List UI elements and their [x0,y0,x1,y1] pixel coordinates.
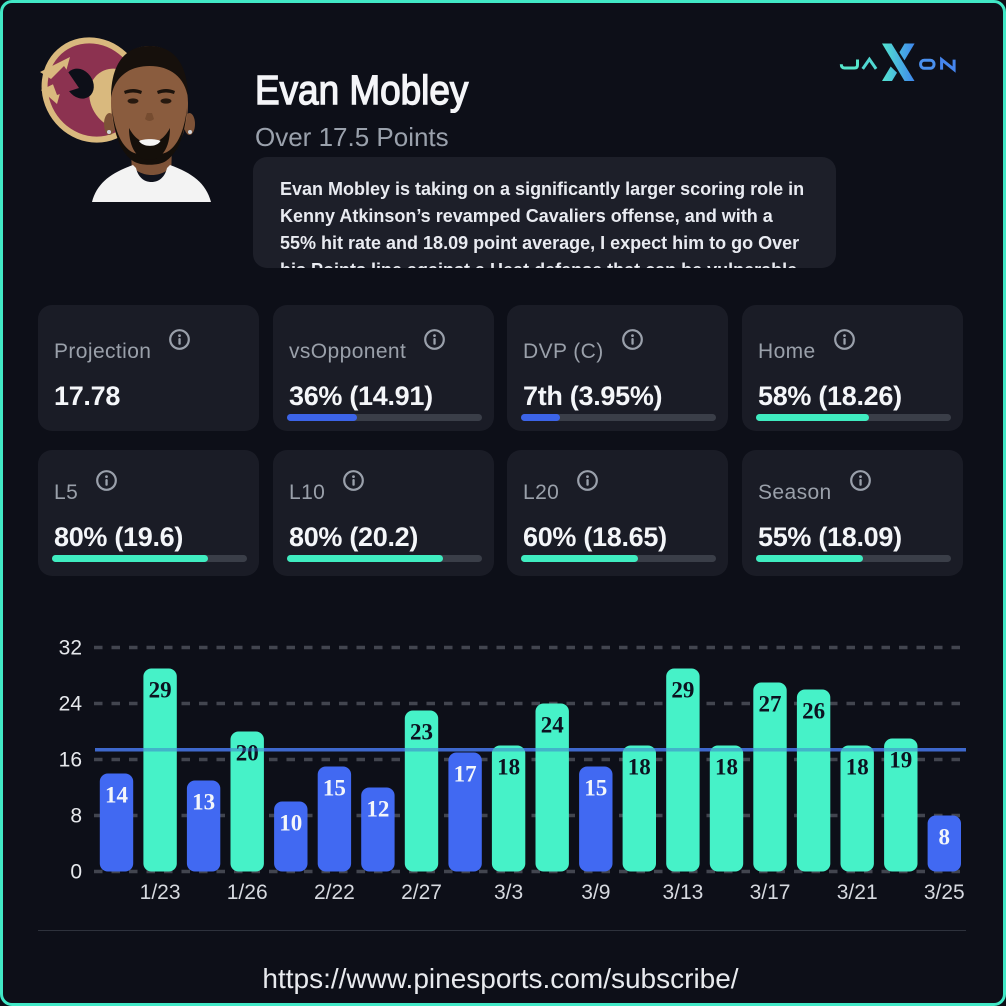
svg-text:32: 32 [59,637,82,660]
svg-text:3/17: 3/17 [750,881,791,904]
svg-text:18: 18 [846,755,869,780]
svg-text:27: 27 [759,692,782,717]
svg-text:18: 18 [715,755,738,780]
svg-text:1/26: 1/26 [227,881,268,904]
svg-text:3/13: 3/13 [662,881,703,904]
svg-text:2/22: 2/22 [314,881,355,904]
svg-text:17: 17 [454,762,477,787]
svg-text:29: 29 [149,678,172,703]
svg-text:3/3: 3/3 [494,881,523,904]
svg-text:15: 15 [584,776,607,801]
svg-text:13: 13 [192,790,215,815]
svg-text:8: 8 [939,825,951,850]
svg-text:1/23: 1/23 [140,881,181,904]
svg-text:12: 12 [366,797,389,822]
svg-text:8: 8 [70,805,82,828]
svg-text:19: 19 [889,748,912,773]
svg-text:15: 15 [323,776,346,801]
svg-text:3/21: 3/21 [837,881,878,904]
svg-text:2/27: 2/27 [401,881,442,904]
svg-text:24: 24 [541,713,565,738]
svg-text:24: 24 [59,693,83,716]
svg-text:26: 26 [802,699,825,724]
svg-text:23: 23 [410,720,433,745]
svg-text:20: 20 [236,741,259,766]
svg-text:10: 10 [279,811,302,836]
svg-text:3/25: 3/25 [924,881,965,904]
svg-text:14: 14 [105,783,129,808]
svg-text:29: 29 [671,678,694,703]
svg-text:3/9: 3/9 [581,881,610,904]
svg-text:16: 16 [59,749,82,772]
svg-text:0: 0 [70,861,82,884]
svg-text:18: 18 [497,755,520,780]
svg-text:18: 18 [628,755,651,780]
